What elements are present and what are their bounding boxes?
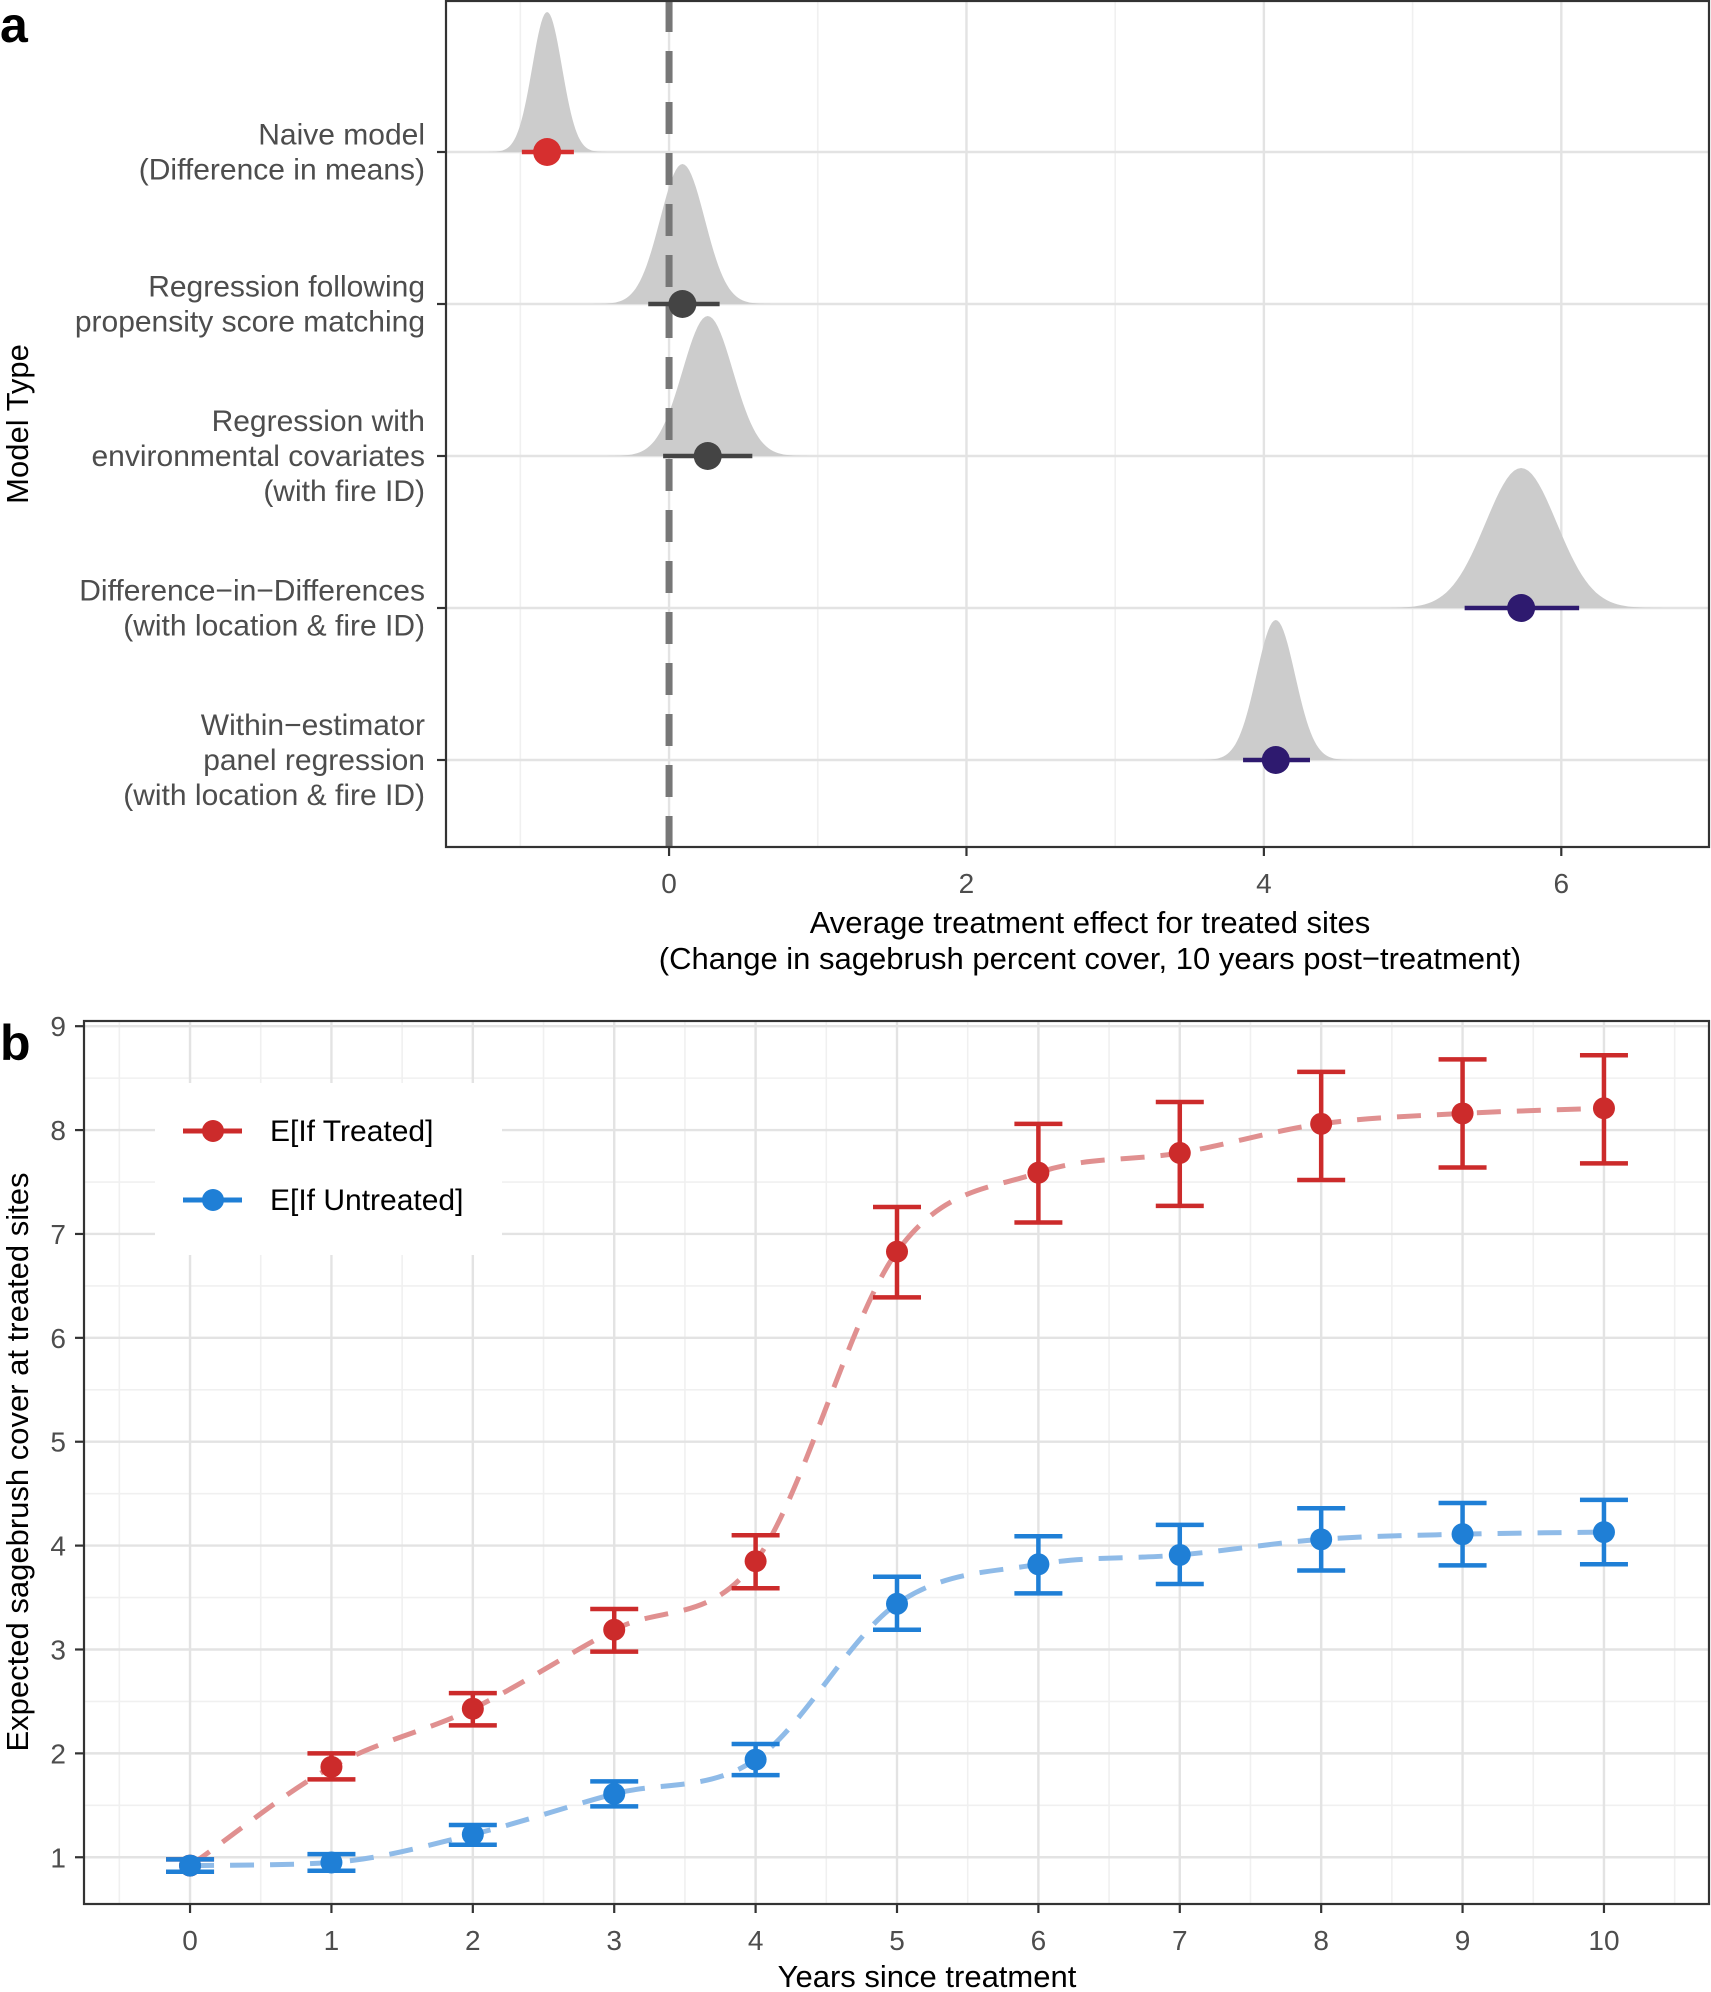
panel-a-density-4: [1378, 468, 1664, 608]
panel-a-yaxis-title: Model Type: [0, 344, 35, 504]
panel-b-xtick-label: 2: [465, 1925, 481, 1956]
panel-b-xtick-label: 1: [324, 1925, 340, 1956]
panel-a-category-label: panel regression: [203, 744, 425, 777]
panel-a-point-3: [693, 442, 722, 470]
panel-a-point-2: [668, 290, 697, 318]
panel-b-point: [1027, 1161, 1050, 1184]
panel-b-xtick-label: 0: [182, 1925, 198, 1956]
panel-a-letter: a: [0, 0, 29, 53]
panel-b-ytick-label: 1: [50, 1842, 66, 1873]
panel-b-line-chart: E[If Treated] E[If Untreated] 1 2 3 4 5 6 7 8 9 0 1 2…: [0, 1011, 1711, 1992]
panel-a-xtick-label: 0: [661, 868, 677, 899]
panel-a-density-5: [1198, 620, 1354, 760]
panel-b-legend-key-point: [202, 1189, 224, 1211]
panel-b-ytick-label: 9: [50, 1011, 66, 1042]
panel-b-point: [603, 1618, 626, 1641]
panel-b-xtick-label: 9: [1455, 1925, 1471, 1956]
panel-b-point: [1027, 1553, 1050, 1576]
panel-b-xtick-label: 10: [1588, 1925, 1619, 1956]
panel-a-xtick-label: 4: [1256, 868, 1272, 899]
panel-a-frame: [444, 0, 1711, 849]
panel-b-yaxis-title: Expected sagebrush cover at treated site…: [0, 1173, 35, 1752]
panel-a-density-2: [593, 164, 772, 304]
panel-b-point: [1451, 1523, 1474, 1546]
panel-a-point-5: [1261, 746, 1290, 774]
panel-a-category-label: propensity score matching: [75, 306, 425, 339]
panel-b-xtick-label: 8: [1313, 1925, 1329, 1956]
panel-b-ytick-label: 5: [50, 1427, 66, 1458]
panel-a-category-label: Within−estimator: [201, 709, 425, 742]
panel-b-legend-key-point: [202, 1120, 224, 1142]
panel-b-letter: b: [0, 1015, 31, 1071]
panel-a-category-label: (with location & fire ID): [123, 610, 425, 643]
panel-b-point: [886, 1592, 908, 1615]
panel-b-point: [179, 1854, 202, 1877]
panel-b-xtick-label: 4: [748, 1925, 764, 1956]
panel-b-legend-label: E[If Treated]: [270, 1115, 433, 1148]
panel-b-point: [1310, 1112, 1333, 1135]
panel-b-ytick-label: 3: [50, 1634, 66, 1665]
panel-a-xaxis-title-line1: Average treatment effect for treated sit…: [810, 905, 1371, 940]
panel-a-category-label: Difference−in−Differences: [79, 575, 425, 608]
panel-b-xtick-label: 6: [1031, 1925, 1047, 1956]
panel-b-point: [1168, 1543, 1191, 1566]
panel-b-ytick-label: 4: [50, 1531, 66, 1562]
panel-b-point: [320, 1851, 343, 1874]
panel-a-forest-plot: Naive model(Difference in means) Regressi…: [0, 0, 1711, 976]
panel-b-xtick-label: 7: [1172, 1925, 1188, 1956]
panel-a-category-label: (with location & fire ID): [123, 779, 425, 812]
panel-b-point: [886, 1240, 908, 1263]
panel-a-density-3: [606, 316, 809, 456]
panel-b-point: [1168, 1141, 1191, 1164]
panel-b-series-line-2: [190, 1529, 1604, 1869]
panel-a-density-1: [487, 12, 607, 152]
panel-b-point: [603, 1782, 626, 1805]
panel-a-point-1: [533, 138, 562, 166]
panel-a-category-label: Naive model: [258, 119, 425, 152]
panel-b-point: [744, 1748, 767, 1771]
panel-b-ytick-label: 2: [50, 1738, 66, 1769]
panel-a-category-label: Regression following: [148, 271, 425, 304]
panel-b-ytick-label: 7: [50, 1219, 66, 1250]
panel-a-xtick-label: 2: [959, 868, 975, 899]
panel-b-point: [320, 1755, 343, 1778]
panel-b-point: [461, 1697, 484, 1720]
panel-b-ytick-label: 6: [50, 1323, 66, 1354]
panel-a-category-label: Regression with: [212, 405, 425, 438]
panel-b-legend-label: E[If Untreated]: [270, 1184, 463, 1217]
panel-b-legend-box: [155, 1083, 502, 1255]
panel-a-category-label: (Difference in means): [139, 154, 425, 187]
panel-a-category-label: environmental covariates: [91, 440, 425, 473]
panel-b-point: [461, 1823, 484, 1846]
panel-b-ytick-label: 8: [50, 1115, 66, 1146]
panel-b-point: [1592, 1521, 1615, 1544]
panel-b-xtick-label: 5: [889, 1925, 905, 1956]
panel-b-point: [744, 1550, 767, 1573]
panel-b-xtick-label: 3: [606, 1925, 622, 1956]
panel-a-point-4: [1507, 594, 1536, 622]
panel-b-point: [1310, 1528, 1333, 1551]
panel-b-point: [1451, 1102, 1474, 1125]
panel-a-category-label: (with fire ID): [263, 475, 425, 508]
panel-a-xtick-label: 6: [1554, 868, 1570, 899]
panel-a-xaxis-title-line2: (Change in sagebrush percent cover, 10 y…: [659, 941, 1521, 976]
panel-b-point: [1592, 1097, 1615, 1120]
panel-a-plot-area: [446, 0, 1710, 847]
panel-b-xaxis-title: Years since treatment: [778, 1959, 1077, 1992]
